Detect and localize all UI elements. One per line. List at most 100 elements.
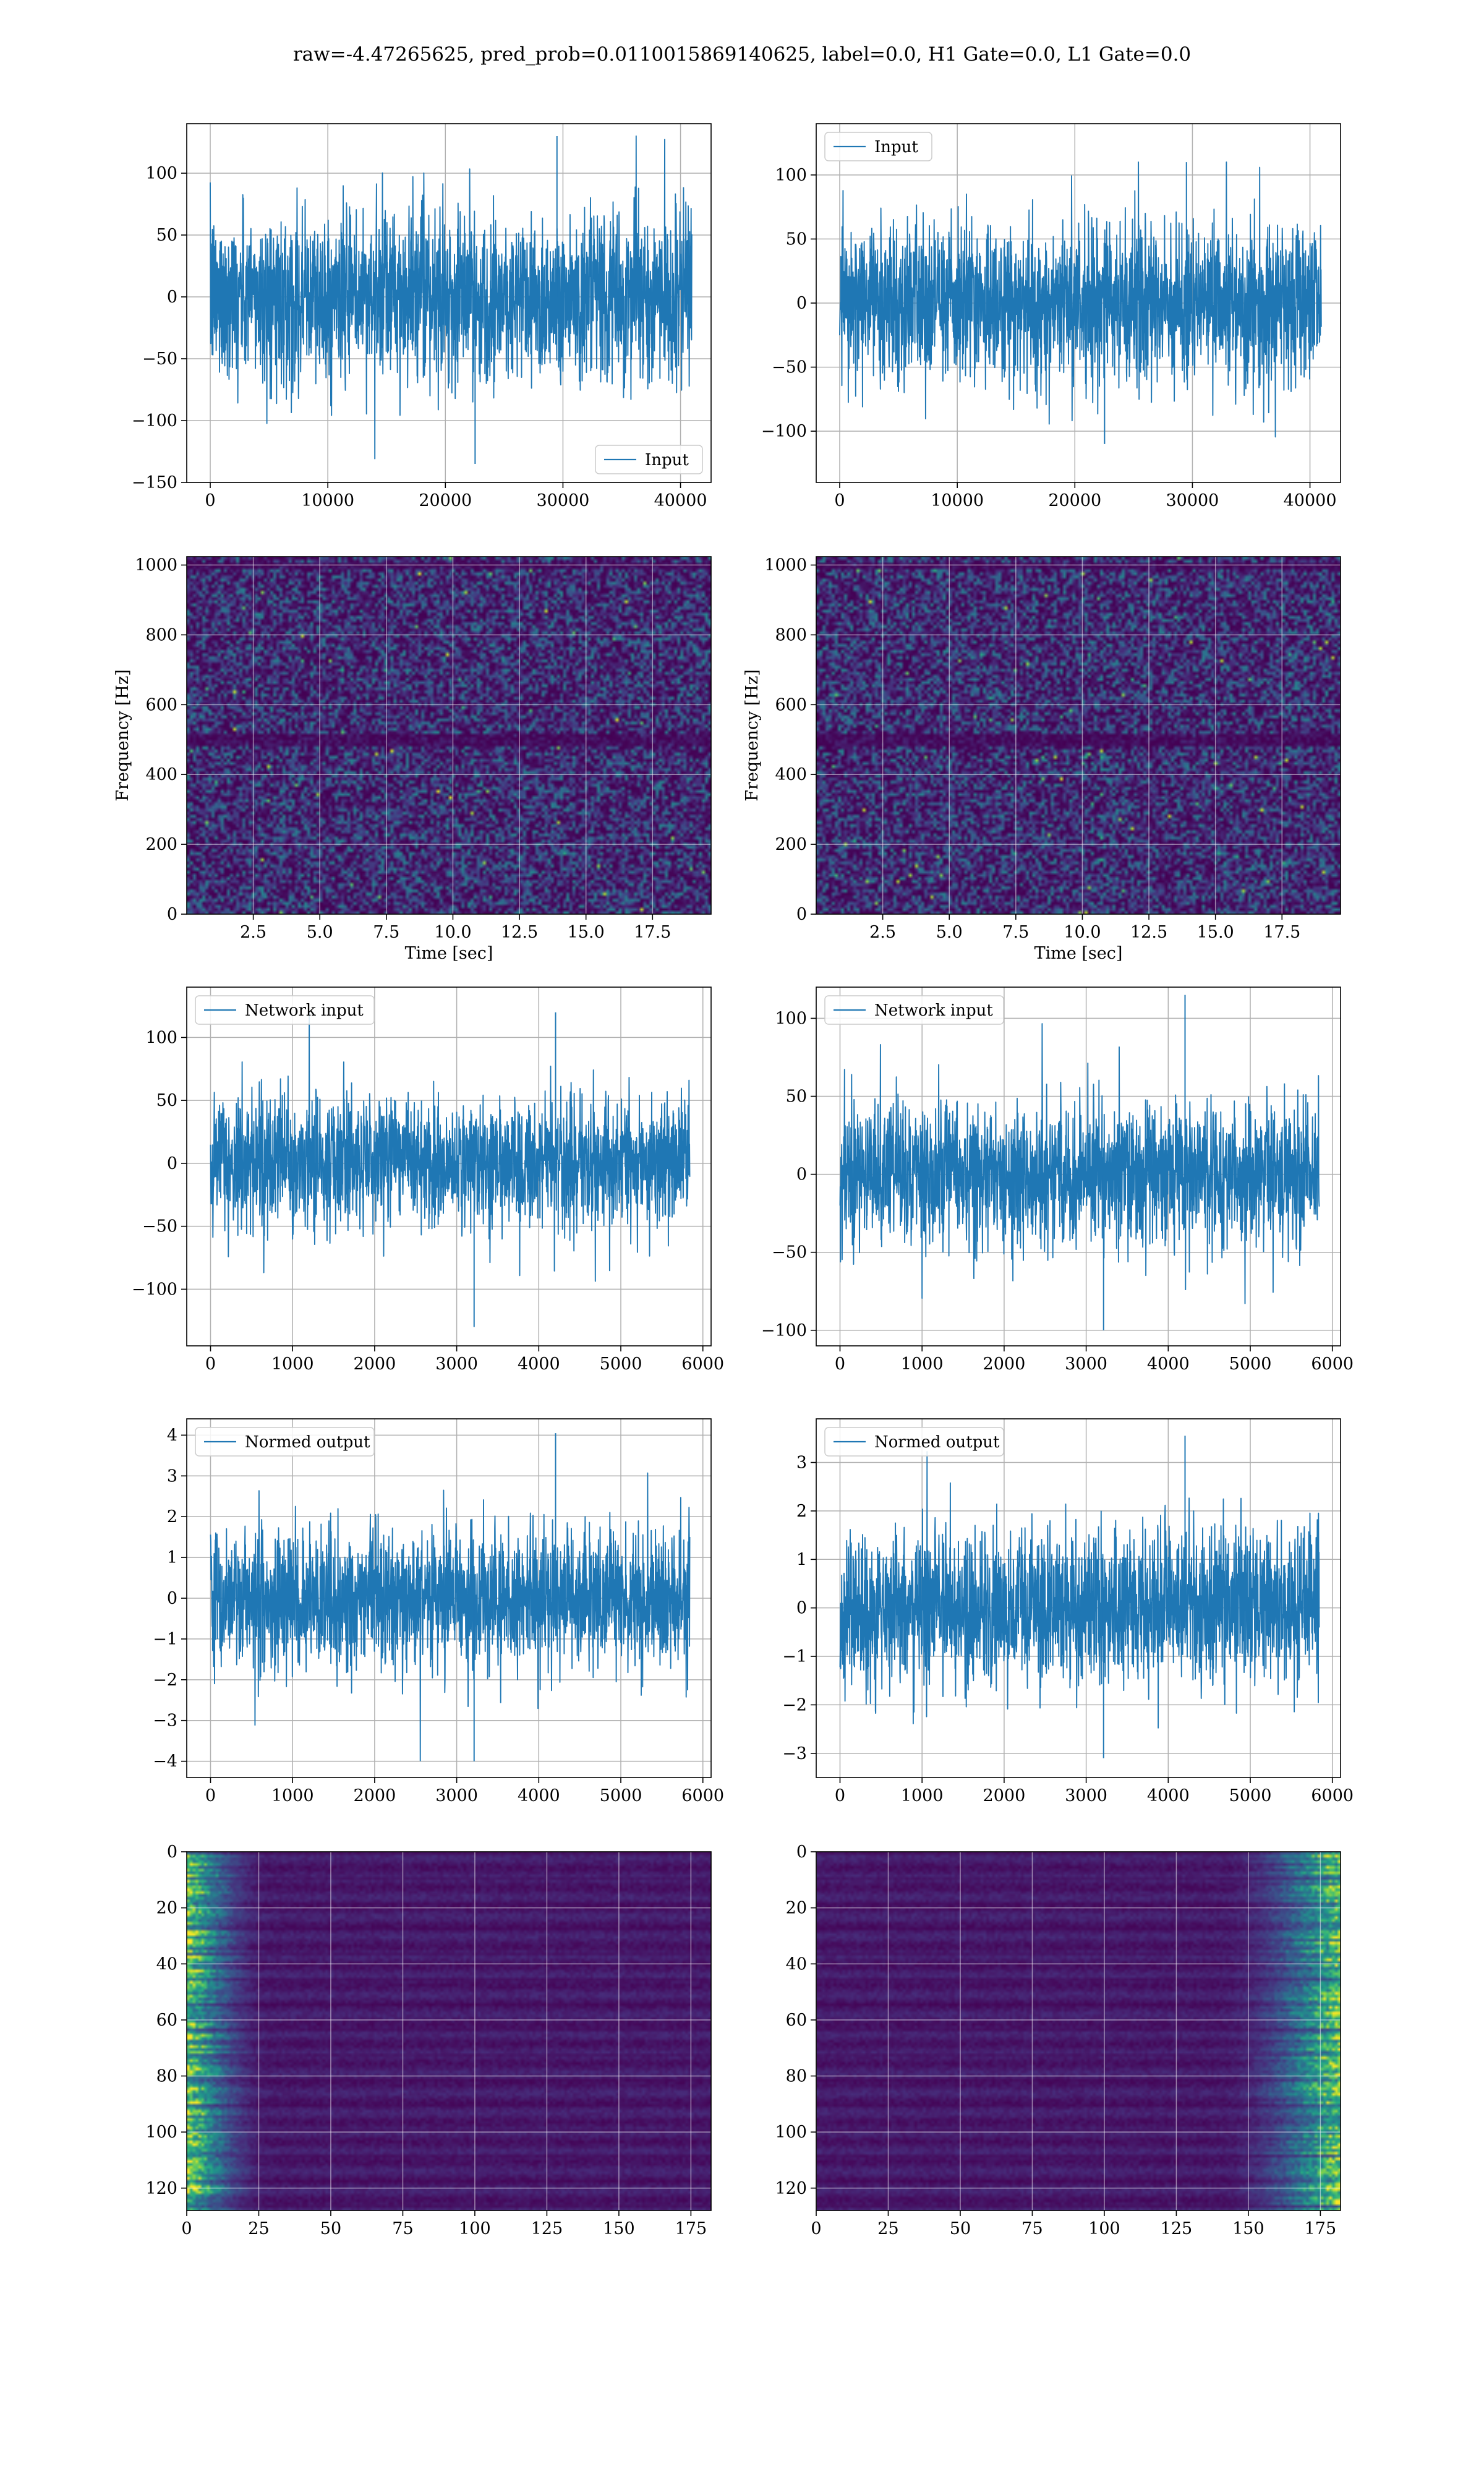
- x-tick-label: 150: [1232, 2219, 1264, 2238]
- x-tick-label: 4000: [1147, 1786, 1190, 1805]
- x-tick-label: 15.0: [1197, 923, 1234, 942]
- y-tick-label: −1: [153, 1630, 177, 1649]
- legend: Network input: [195, 995, 375, 1025]
- x-tick-label: 7.5: [373, 923, 399, 942]
- x-tick-label: 17.5: [634, 923, 671, 942]
- y-tick-label: −4: [153, 1752, 177, 1771]
- x-tick-label: 4000: [1147, 1355, 1190, 1374]
- legend: Network input: [824, 995, 1004, 1025]
- chart-spec-l1: 2.5 5.0 7.5 10.0 12.5 15.0 17.5 0 200 400 600 800 10…: [743, 556, 1341, 963]
- x-tick-label: 0: [835, 1355, 845, 1374]
- x-tick-label: 175: [1305, 2219, 1337, 2238]
- y-tick-label: 60: [156, 2011, 177, 2030]
- axes-frame: [186, 556, 712, 915]
- y-tick-label: 120: [145, 2179, 177, 2198]
- x-tick-label: 0: [205, 1355, 216, 1374]
- x-axis-label: Time [sec]: [405, 944, 493, 963]
- y-tick-label: 400: [145, 765, 177, 784]
- chart-raw-l1: 0 10000 20000 30000 40000 −100 −50 0 50 100 Input: [761, 123, 1341, 510]
- legend-label: Network input: [245, 1001, 364, 1020]
- series-line: [839, 161, 1322, 438]
- y-tick-label: 0: [167, 1589, 177, 1608]
- axes-frame: [816, 987, 1341, 1346]
- x-tick-label: 25: [248, 2219, 269, 2238]
- x-tick-label: 5.0: [936, 923, 963, 942]
- axes-frame: [186, 987, 712, 1346]
- y-tick-label: −50: [772, 358, 807, 377]
- y-tick-label: 100: [145, 1028, 177, 1047]
- x-tick-label: 150: [603, 2219, 635, 2238]
- x-tick-label: 75: [392, 2219, 413, 2238]
- legend-box: [824, 995, 1004, 1025]
- y-tick-label: −100: [132, 1280, 177, 1299]
- axes-frame: [816, 123, 1341, 483]
- chart-spec-h1: 2.5 5.0 7.5 10.0 12.5 15.0 17.5 0 200 400 600 800 10…: [113, 556, 712, 963]
- y-tick-label: 1: [167, 1548, 177, 1567]
- y-tick-label: 400: [775, 765, 807, 784]
- figure-title: raw=-4.47265625, pred_prob=0.01100158691…: [292, 43, 1192, 66]
- x-tick-label: 30000: [1166, 491, 1219, 510]
- x-tick-label: 75: [1021, 2219, 1043, 2238]
- y-tick-label: −3: [153, 1711, 177, 1731]
- y-tick-label: 50: [156, 1091, 177, 1110]
- y-tick-label: 80: [156, 2067, 177, 2086]
- x-tick-label: 125: [1161, 2219, 1193, 2238]
- y-tick-label: 100: [775, 1009, 807, 1028]
- y-tick-label: 50: [786, 229, 807, 249]
- chart-feat-h1: 0 25 50 75 100 125 150 175 0 20 40 60 80 100 120: [145, 1843, 712, 2238]
- x-tick-label: 7.5: [1002, 923, 1029, 942]
- x-tick-label: 6000: [1311, 1786, 1354, 1805]
- x-tick-label: 30000: [536, 491, 589, 510]
- y-tick-label: 50: [786, 1087, 807, 1106]
- y-tick-label: 40: [786, 1954, 807, 1974]
- y-tick-label: 3: [796, 1453, 807, 1473]
- legend-box: [824, 132, 932, 161]
- x-tick-label: 40000: [1284, 491, 1337, 510]
- y-axis-label: Frequency [Hz]: [743, 669, 762, 801]
- x-tick-label: 0: [181, 2219, 192, 2238]
- axes-frame: [186, 1851, 712, 2211]
- chart-net-h1: 0 1000 2000 3000 4000 5000 6000 −100 −50 0 50 100 Ne…: [132, 987, 724, 1374]
- y-tick-label: −50: [142, 349, 177, 369]
- x-tick-label: 10.0: [1064, 923, 1101, 942]
- axes-frame: [816, 1851, 1341, 2211]
- x-tick-label: 0: [811, 2219, 821, 2238]
- axes-frame: [186, 1418, 712, 1778]
- x-axis-label: Time [sec]: [1034, 944, 1123, 963]
- series-line: [210, 135, 693, 460]
- x-tick-label: 100: [459, 2219, 491, 2238]
- y-tick-label: 0: [167, 905, 177, 924]
- y-tick-label: 0: [796, 1599, 807, 1618]
- heatmap-image: [816, 557, 1341, 914]
- legend: Normed output: [195, 1427, 375, 1457]
- x-tick-label: 2000: [983, 1355, 1026, 1374]
- x-tick-label: 5000: [1229, 1786, 1272, 1805]
- x-tick-label: 40000: [654, 491, 707, 510]
- axes-frame: [186, 123, 712, 483]
- y-tick-label: 50: [156, 226, 177, 245]
- y-tick-label: 200: [145, 835, 177, 854]
- x-tick-label: 3000: [435, 1786, 478, 1805]
- x-tick-label: 125: [531, 2219, 563, 2238]
- y-tick-label: 3: [167, 1466, 177, 1486]
- x-tick-label: 3000: [435, 1355, 478, 1374]
- heatmap-image: [816, 1852, 1341, 2211]
- x-tick-label: 6000: [681, 1355, 724, 1374]
- x-tick-label: 175: [675, 2219, 707, 2238]
- axes-frame: [816, 1418, 1341, 1778]
- y-tick-label: −100: [761, 1321, 807, 1340]
- y-tick-label: 100: [145, 164, 177, 183]
- y-tick-label: 80: [786, 2067, 807, 2086]
- x-tick-label: 15.0: [568, 923, 605, 942]
- x-tick-label: 17.5: [1263, 923, 1300, 942]
- x-tick-label: 20000: [419, 491, 472, 510]
- legend-box: [195, 1427, 375, 1457]
- legend-label: Normed output: [874, 1433, 1000, 1452]
- chart-net-l1: 0 1000 2000 3000 4000 5000 6000 −100 −50 0 50 100 Ne…: [761, 987, 1354, 1374]
- x-tick-label: 2.5: [240, 923, 267, 942]
- series-line: [210, 1472, 691, 1761]
- y-tick-label: 100: [775, 166, 807, 185]
- heatmap-image: [187, 1852, 711, 2211]
- series-line: [839, 1023, 1320, 1304]
